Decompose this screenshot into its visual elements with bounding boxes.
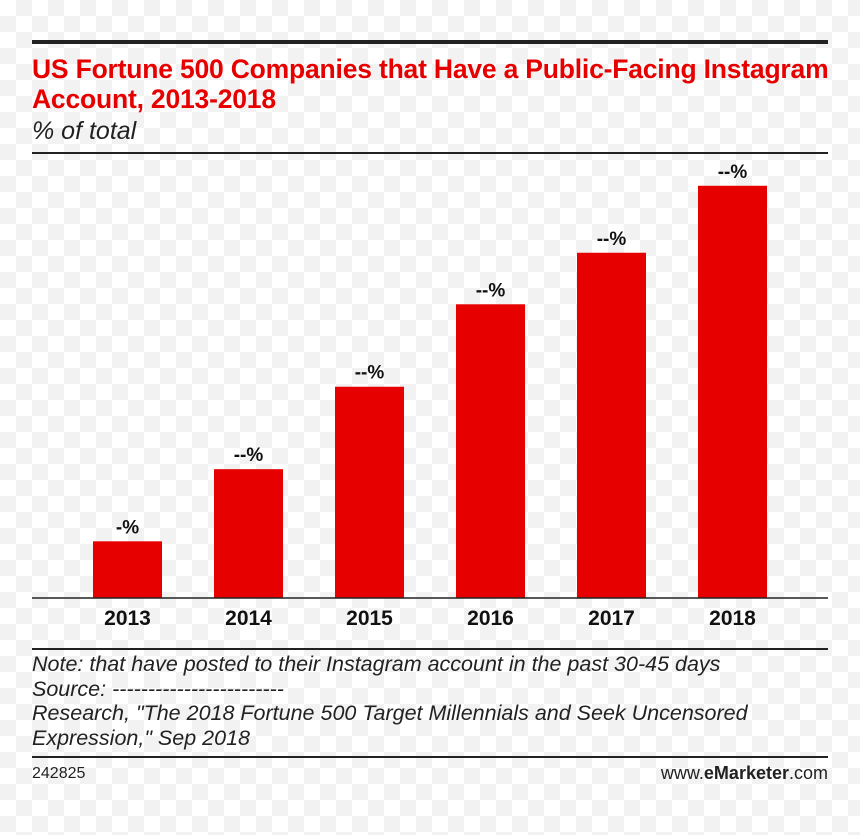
bars-group	[93, 185, 767, 599]
chart-note: Note: that have posted to their Instagra…	[32, 652, 832, 750]
bar-2017	[577, 252, 646, 599]
note-text: Note: that have posted to their Instagra…	[32, 652, 721, 676]
x-tick-label-2016: 2016	[467, 607, 514, 630]
chart-id: 242825	[32, 765, 86, 782]
x-tick-label-2017: 2017	[588, 607, 635, 630]
x-tick-label-2015: 2015	[346, 607, 393, 630]
bar-2014	[214, 469, 283, 598]
labels-group: -% 2013 --% 2014 --% 2015 --% 2016 --% 2017 --% 201…	[104, 162, 756, 630]
chart-title: US Fortune 500 Companies that Have a Pub…	[32, 54, 829, 114]
top-rule	[32, 40, 828, 44]
brand-link[interactable]: www.eMarketer.com	[661, 763, 828, 784]
bar-2015	[335, 386, 404, 598]
footer-rule-bottom	[32, 756, 828, 758]
data-label-2016: --%	[476, 280, 506, 301]
data-label-2017: --%	[597, 229, 627, 250]
brand-name: eMarketer	[703, 763, 789, 783]
data-label-2013: -%	[116, 517, 139, 538]
footer-rule-top	[32, 648, 828, 650]
chart-subtitle: % of total	[32, 117, 137, 145]
data-label-2018: --%	[718, 162, 748, 183]
x-tick-label-2018: 2018	[709, 607, 756, 630]
source-label: Source:	[32, 676, 107, 701]
bar-2018	[698, 185, 767, 598]
bar-chart: -% 2013 --% 2014 --% 2015 --% 2016 --% 2017 --% 201…	[32, 162, 828, 630]
x-tick-label-2014: 2014	[225, 607, 272, 630]
source-blank: ------------------------	[112, 676, 284, 701]
subtitle-rule	[32, 152, 828, 154]
data-label-2014: --%	[234, 445, 264, 466]
bar-2016	[456, 304, 525, 598]
data-label-2015: --%	[355, 363, 385, 384]
brand-suffix: .com	[788, 763, 828, 783]
x-tick-label-2013: 2013	[104, 607, 151, 630]
brand-prefix: www.	[660, 763, 704, 783]
bar-2013	[93, 541, 162, 598]
source-text: Research, "The 2018 Fortune 500 Target M…	[32, 701, 748, 750]
